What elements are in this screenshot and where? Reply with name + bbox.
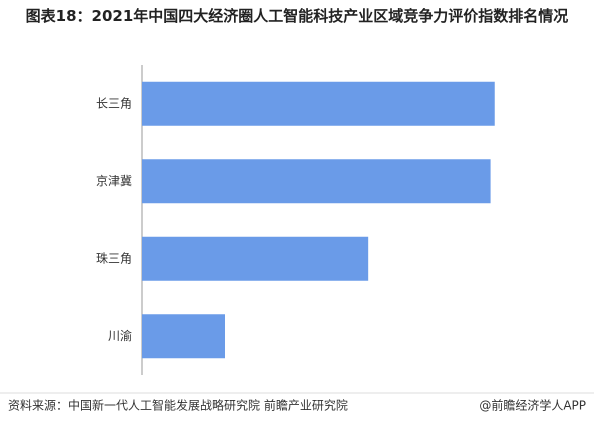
- bar: [142, 159, 491, 204]
- source: 资料来源：中国新一代人工智能发展战略研究院 前瞻产业研究院: [8, 398, 348, 413]
- chart-title: 图表18：2021年中国四大经济圈人工智能科技产业区域竞争力评价指数排名情况: [25, 7, 569, 25]
- y-tick-label: 珠三角: [96, 251, 132, 265]
- bar: [142, 236, 369, 281]
- y-tick-label: 长三角: [96, 96, 132, 110]
- credit: @前瞻经济学人APP: [479, 398, 586, 413]
- y-tick-label: 川渝: [108, 328, 132, 343]
- bar: [142, 81, 495, 126]
- bar: [142, 314, 225, 359]
- y-tick-label: 京津冀: [96, 174, 132, 188]
